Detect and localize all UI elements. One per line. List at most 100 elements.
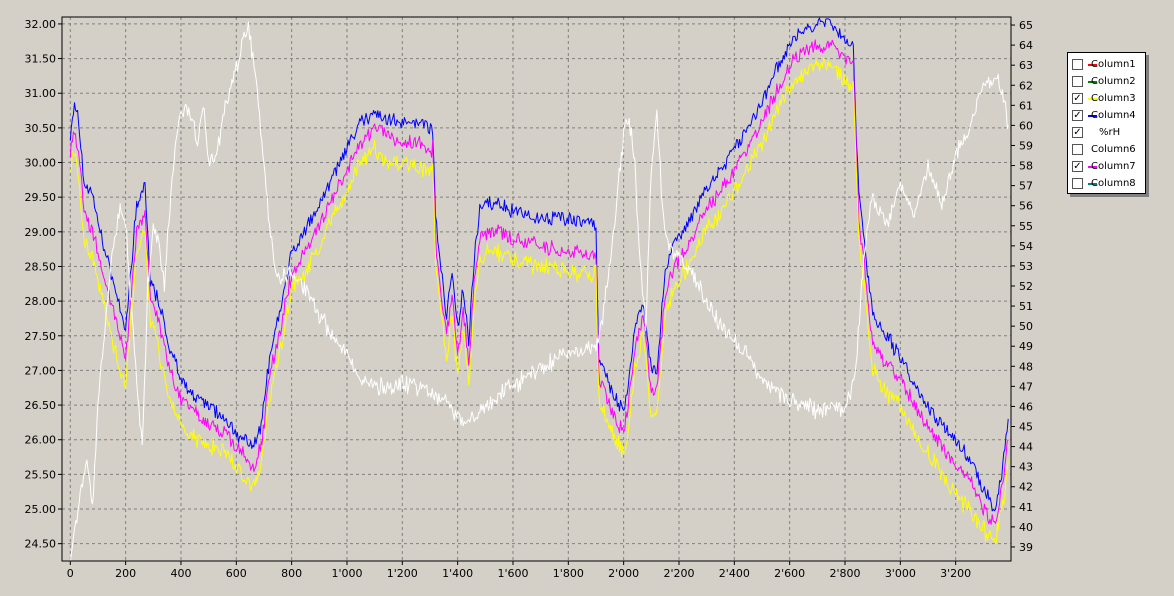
x-tick-label: 1'200 [387, 567, 418, 580]
legend-swatch [1088, 132, 1097, 134]
plot-frame [61, 16, 1012, 562]
y-left-tick-label: 30.00 [25, 157, 57, 170]
y-left-tick-label: 29.50 [25, 191, 57, 204]
x-tick-label: 2'400 [719, 567, 750, 580]
y-right-tick-label: 65 [1019, 19, 1033, 32]
y-left-tick-label: 25.00 [25, 503, 57, 516]
y-left-tick-label: 27.00 [25, 364, 57, 377]
y-right-tick-label: 59 [1019, 139, 1033, 152]
x-tick-label: 1'000 [331, 567, 362, 580]
y-right-tick-label: 61 [1019, 99, 1033, 112]
plot-area [62, 17, 1011, 561]
y-right-tick-label: 49 [1019, 340, 1033, 353]
y-left-tick-label: 25.50 [25, 468, 57, 481]
x-tick-label: 0 [67, 567, 74, 580]
x-tick-label: 2'800 [829, 567, 860, 580]
legend-swatch [1088, 115, 1097, 117]
y-right-tick-label: 57 [1019, 180, 1033, 193]
y-right-tick-label: 54 [1019, 240, 1033, 253]
x-tick-label: 200 [115, 567, 136, 580]
series-layer [69, 17, 1009, 563]
legend-swatch [1088, 64, 1097, 66]
grid-layer [62, 17, 1011, 561]
y-right-tick-label: 48 [1019, 360, 1033, 373]
y-left-tick-label: 31.50 [25, 53, 57, 66]
legend-item-column6[interactable]: Column6 [1072, 141, 1144, 158]
legend-label: Column1 [1091, 59, 1136, 70]
x-tick-label: 2'600 [774, 567, 805, 580]
legend-label: Column2 [1091, 76, 1136, 87]
legend-label: Column3 [1091, 93, 1136, 104]
legend-swatch [1088, 98, 1097, 100]
y-right-tick-label: 52 [1019, 280, 1033, 293]
legend-item--rh[interactable]: ✓ %rH [1072, 124, 1144, 141]
x-tick-label: 400 [170, 567, 191, 580]
y-right-tick-label: 43 [1019, 461, 1033, 474]
legend-checkbox[interactable] [1072, 144, 1083, 155]
series-line-column3 [69, 57, 1009, 545]
axis-layer: 0 200 400 600 800 1'000 1'200 1'400 1'600 1'800 2'… [25, 18, 1034, 580]
y-right-tick-label: 63 [1019, 59, 1033, 72]
y-right-tick-label: 64 [1019, 39, 1033, 52]
legend-swatch [1088, 149, 1097, 151]
legend-checkbox[interactable]: ✓ [1072, 110, 1083, 121]
y-right-tick-label: 55 [1019, 220, 1033, 233]
legend-checkbox[interactable] [1072, 76, 1083, 87]
legend-checkbox[interactable]: ✓ [1072, 93, 1083, 104]
legend-item-column1[interactable]: Column1 [1072, 56, 1144, 73]
x-tick-label: 2'000 [608, 567, 639, 580]
legend-label: Column7 [1091, 161, 1136, 172]
y-left-tick-label: 26.00 [25, 434, 57, 447]
y-right-tick-label: 47 [1019, 380, 1033, 393]
x-tick-label: 3'200 [940, 567, 971, 580]
y-left-tick-label: 32.00 [25, 18, 57, 31]
y-left-tick-label: 24.50 [25, 538, 57, 551]
y-right-tick-label: 56 [1019, 200, 1033, 213]
y-left-tick-label: 27.50 [25, 330, 57, 343]
legend-label: %rH [1099, 127, 1121, 138]
y-right-tick-label: 62 [1019, 79, 1033, 92]
x-tick-label: 600 [226, 567, 247, 580]
y-right-tick-label: 51 [1019, 300, 1033, 313]
y-right-tick-label: 53 [1019, 260, 1033, 273]
x-tick-label: 800 [281, 567, 302, 580]
y-right-tick-label: 58 [1019, 160, 1033, 173]
legend-swatch [1088, 166, 1097, 168]
legend-checkbox[interactable]: ✓ [1072, 127, 1083, 138]
y-left-tick-label: 30.50 [25, 122, 57, 135]
legend-checkbox[interactable] [1072, 59, 1083, 70]
legend-label: Column8 [1091, 178, 1136, 189]
y-left-tick-label: 29.00 [25, 226, 57, 239]
x-tick-label: 1'400 [442, 567, 473, 580]
legend-checkbox[interactable]: ✓ [1072, 161, 1083, 172]
legend-item-column3[interactable]: ✓ Column3 [1072, 90, 1144, 107]
x-tick-label: 1'800 [553, 567, 584, 580]
legend-item-column2[interactable]: Column2 [1072, 73, 1144, 90]
legend-item-column4[interactable]: ✓ Column4 [1072, 107, 1144, 124]
y-right-tick-label: 41 [1019, 501, 1033, 514]
y-right-tick-label: 46 [1019, 400, 1033, 413]
y-left-tick-label: 28.00 [25, 295, 57, 308]
legend-item-column8[interactable]: Column8 [1072, 175, 1144, 192]
x-tick-label: 3'000 [885, 567, 916, 580]
y-right-tick-label: 39 [1019, 541, 1033, 554]
y-right-tick-label: 60 [1019, 119, 1033, 132]
legend-item-column7[interactable]: ✓ Column7 [1072, 158, 1144, 175]
legend-label: Column6 [1091, 144, 1136, 155]
y-right-tick-label: 44 [1019, 441, 1033, 454]
y-left-tick-label: 26.50 [25, 399, 57, 412]
y-right-tick-label: 42 [1019, 481, 1033, 494]
series-line--rh [69, 21, 1009, 563]
y-right-tick-label: 50 [1019, 320, 1033, 333]
legend-checkbox[interactable] [1072, 178, 1083, 189]
legend-swatch [1088, 183, 1097, 185]
y-left-tick-label: 31.00 [25, 87, 57, 100]
legend-swatch [1088, 81, 1097, 83]
legend: Column1 Column2 ✓ Column3 ✓ Column4 ✓ %rH Column… [1067, 52, 1146, 194]
y-right-tick-label: 45 [1019, 421, 1033, 434]
series-line-column4 [69, 17, 1009, 512]
series-line-column7 [69, 39, 1009, 525]
x-tick-label: 1'600 [497, 567, 528, 580]
y-left-tick-label: 28.50 [25, 260, 57, 273]
